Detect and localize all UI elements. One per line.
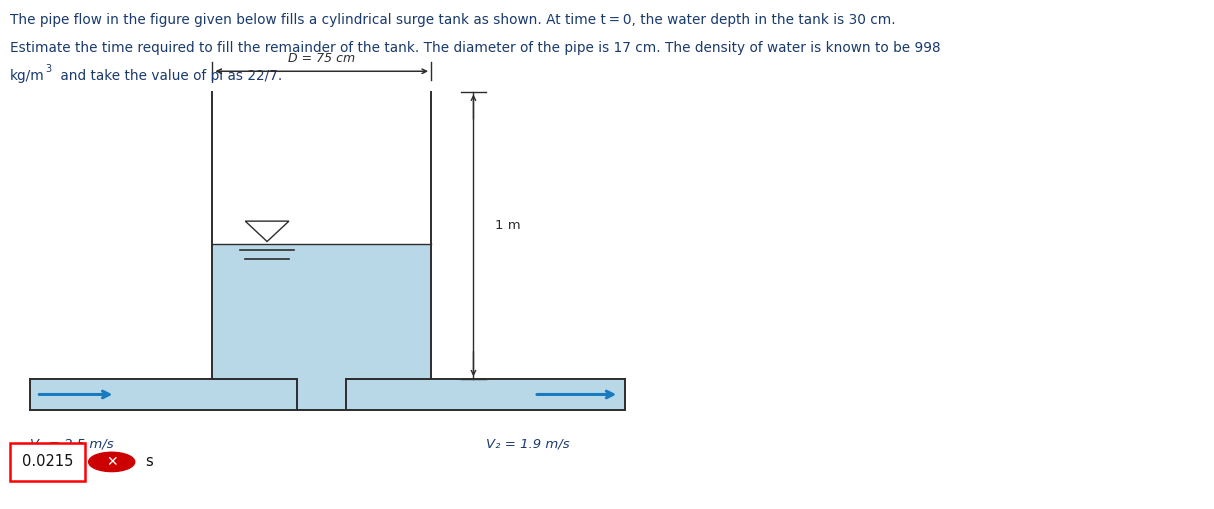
Text: ✕: ✕: [106, 455, 118, 469]
Text: s: s: [146, 455, 153, 469]
Text: D = 75 cm: D = 75 cm: [288, 52, 356, 65]
Polygon shape: [245, 221, 289, 241]
Circle shape: [89, 452, 135, 471]
Text: V₁ = 2.5 m/s: V₁ = 2.5 m/s: [30, 438, 114, 451]
Text: 1 m: 1 m: [495, 219, 521, 232]
Bar: [297, 379, 346, 410]
Bar: [212, 244, 431, 379]
Text: 0.0215: 0.0215: [22, 455, 73, 469]
Text: 3: 3: [46, 64, 52, 74]
Text: and take the value of pi as 22/7.: and take the value of pi as 22/7.: [56, 69, 282, 83]
Text: V₂ = 1.9 m/s: V₂ = 1.9 m/s: [486, 438, 569, 451]
Text: kg/m: kg/m: [10, 69, 45, 83]
Text: The pipe flow in the figure given below fills a cylindrical surge tank as shown.: The pipe flow in the figure given below …: [10, 13, 896, 27]
Bar: [10, 443, 85, 481]
Text: Estimate the time required to fill the remainder of the tank. The diameter of th: Estimate the time required to fill the r…: [10, 41, 941, 55]
Bar: [30, 379, 625, 410]
